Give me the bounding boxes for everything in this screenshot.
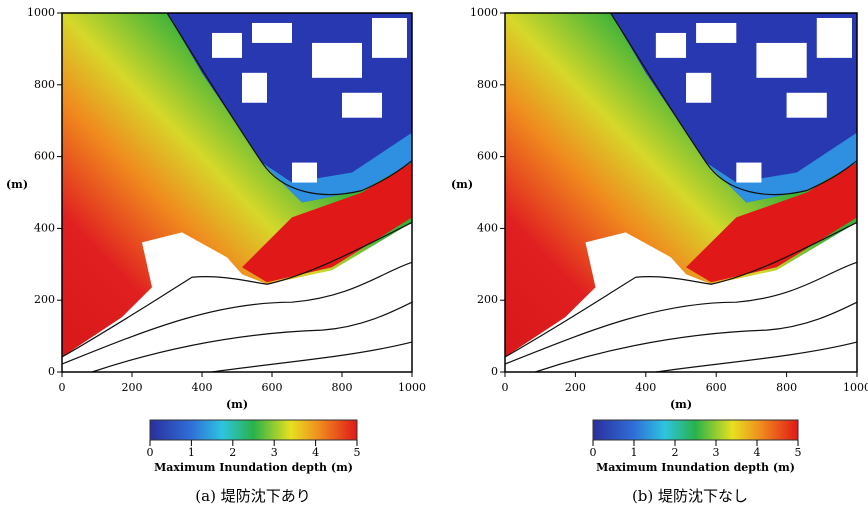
y-tick-label: 200 <box>477 293 498 306</box>
y-axis-label: (m) <box>451 178 473 191</box>
inundation-map <box>504 12 858 373</box>
colorbar-tick-label: 3 <box>271 446 278 459</box>
caption: (b) 堤防沈下なし <box>632 487 748 505</box>
x-tick-label: 200 <box>565 381 586 394</box>
x-tick-label: 400 <box>635 381 656 394</box>
y-tick-label: 1000 <box>27 6 55 19</box>
colorbar-tick-label: 3 <box>713 446 720 459</box>
inundation-map <box>61 12 413 373</box>
y-axis-label: (m) <box>6 178 28 191</box>
x-tick-label: 0 <box>59 381 66 394</box>
colorbar-tick-label: 5 <box>354 446 361 459</box>
y-tick-label: 800 <box>477 78 498 91</box>
y-tick-label: 800 <box>34 78 55 91</box>
caption: (a) 堤防沈下あり <box>195 487 310 505</box>
y-tick-label: 400 <box>34 221 55 234</box>
y-tick-label: 0 <box>48 365 55 378</box>
colorbar-tick-label: 2 <box>229 446 236 459</box>
x-tick-label: 1000 <box>398 381 426 394</box>
colorbar-tick-label: 5 <box>795 446 802 459</box>
x-axis-label: (m) <box>226 398 248 411</box>
colorbar <box>149 419 358 441</box>
colorbar-label: Maximum Inundation depth (m) <box>154 461 353 474</box>
x-tick-label: 200 <box>122 381 143 394</box>
x-tick-label: 600 <box>262 381 283 394</box>
colorbar-tick-label: 4 <box>312 446 319 459</box>
x-tick-label: 1000 <box>843 381 868 394</box>
colorbar-tick-label: 2 <box>672 446 679 459</box>
colorbar-label: Maximum Inundation depth (m) <box>596 461 795 474</box>
x-tick-label: 600 <box>706 381 727 394</box>
colorbar-tick-label: 0 <box>147 446 154 459</box>
y-tick-label: 200 <box>34 293 55 306</box>
colorbar-tick-label: 0 <box>590 446 597 459</box>
y-tick-label: 1000 <box>470 6 498 19</box>
colorbar-tick-label: 4 <box>754 446 761 459</box>
y-tick-label: 400 <box>477 221 498 234</box>
colorbar-tick-label: 1 <box>188 446 195 459</box>
x-axis-label: (m) <box>670 398 692 411</box>
colorbar-tick-label: 1 <box>631 446 638 459</box>
plot-frame <box>504 12 858 373</box>
x-tick-label: 800 <box>776 381 797 394</box>
x-tick-label: 400 <box>192 381 213 394</box>
x-tick-label: 0 <box>502 381 509 394</box>
y-tick-label: 600 <box>34 150 55 163</box>
y-tick-label: 600 <box>477 150 498 163</box>
y-tick-label: 0 <box>491 365 498 378</box>
x-tick-label: 800 <box>332 381 353 394</box>
colorbar <box>592 419 799 441</box>
plot-frame <box>61 12 413 373</box>
